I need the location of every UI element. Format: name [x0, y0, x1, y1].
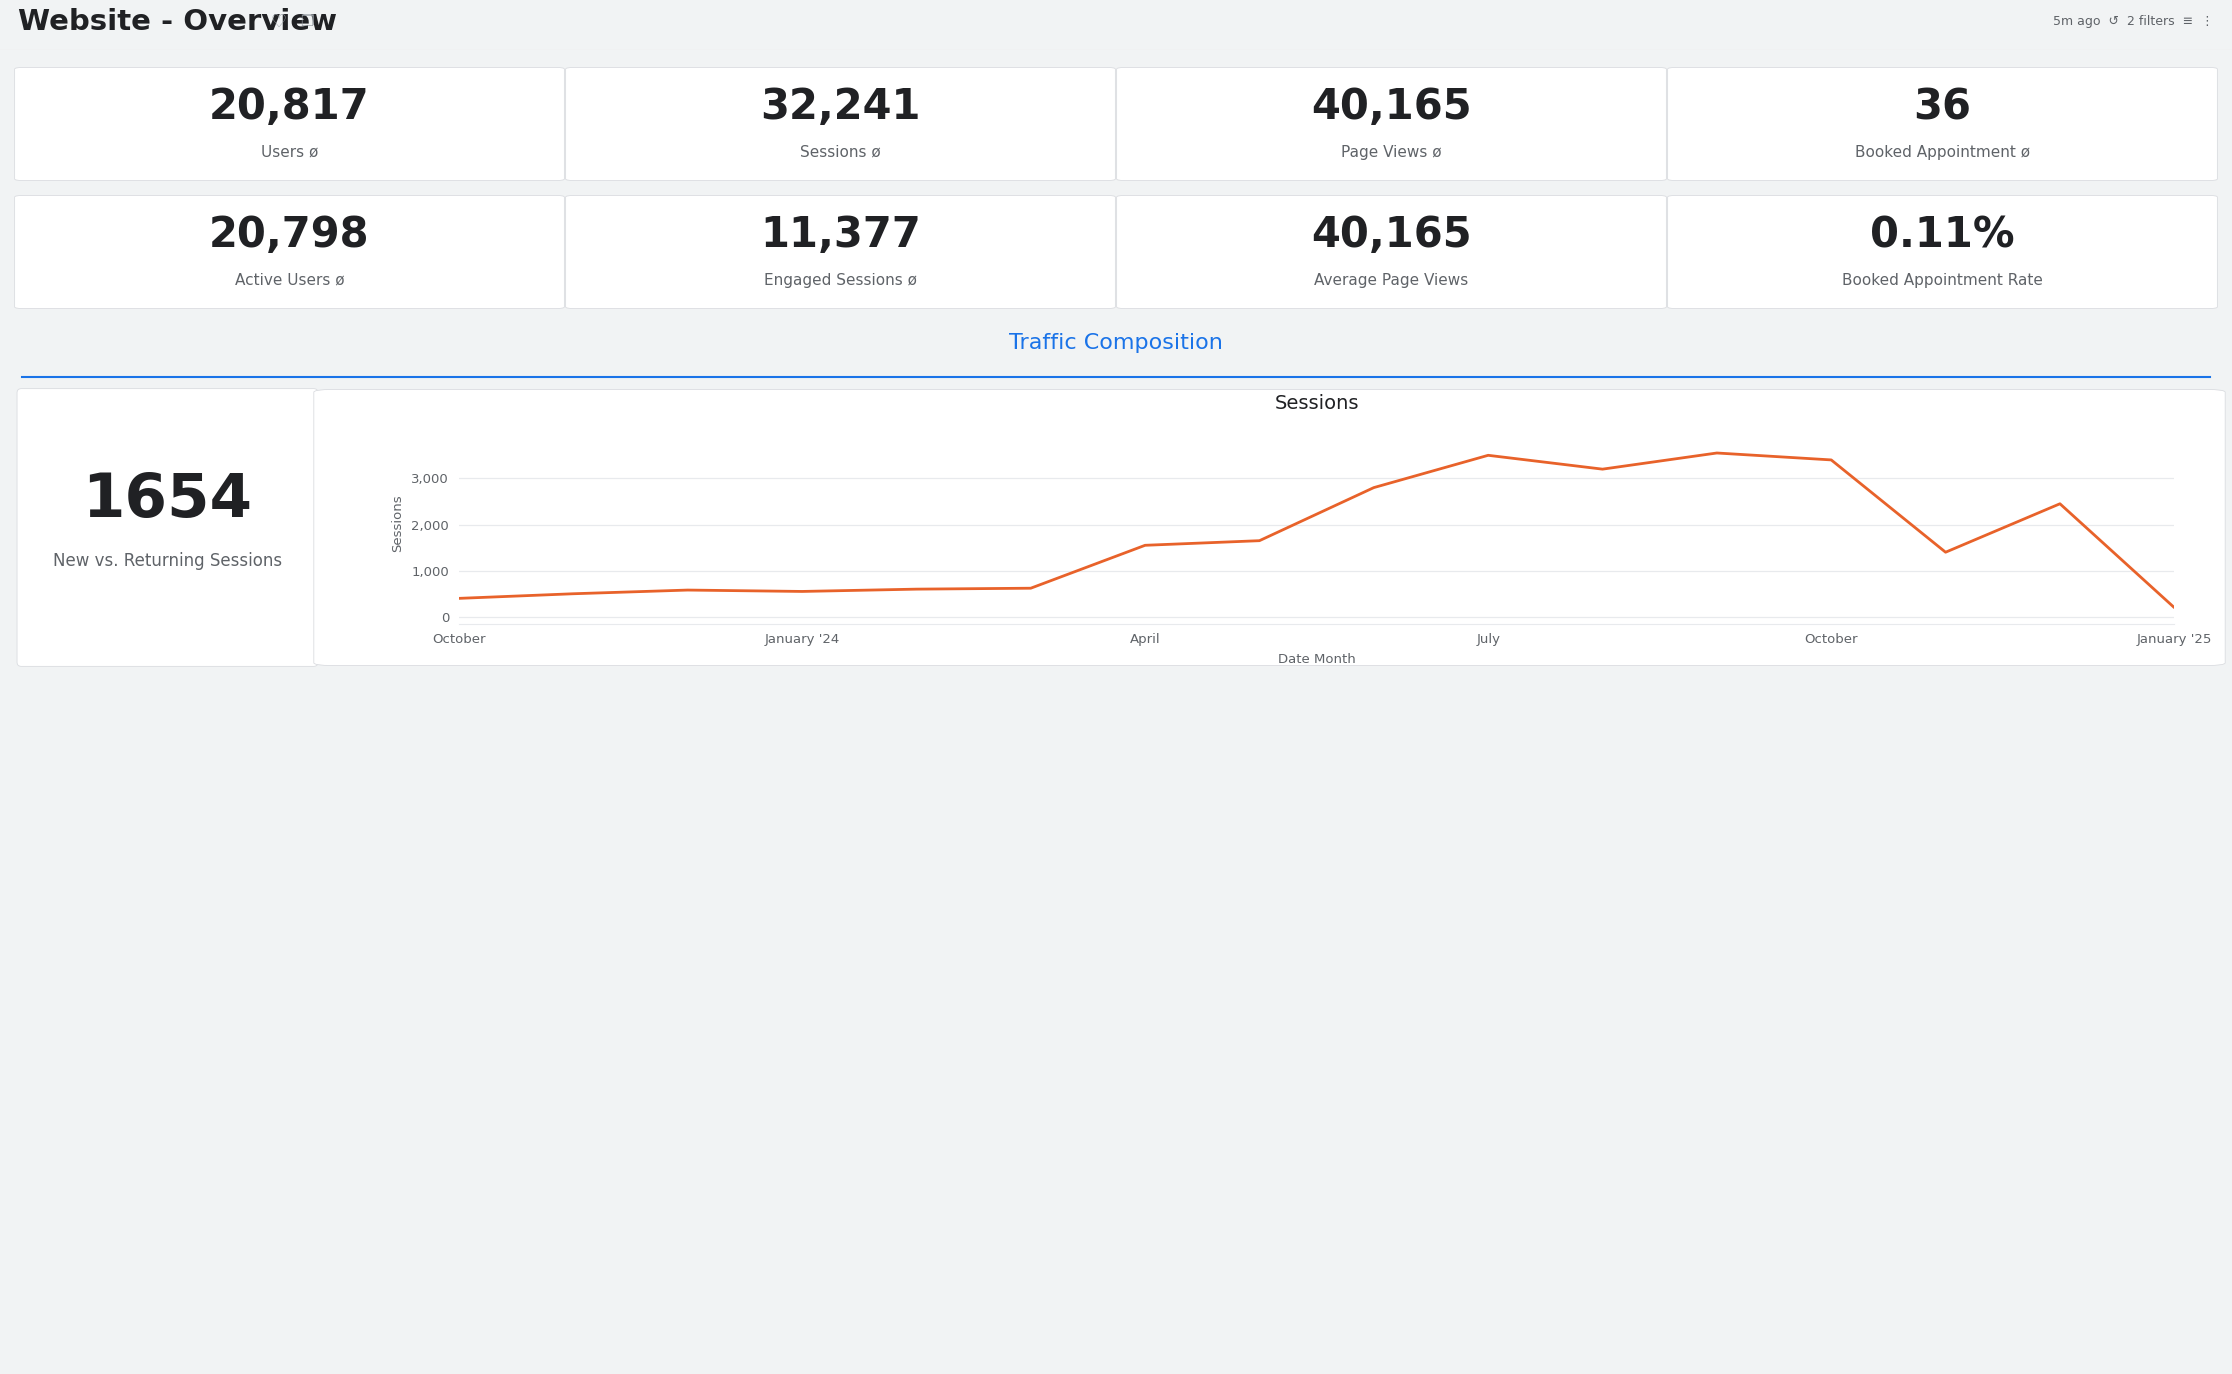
- FancyBboxPatch shape: [1116, 67, 1667, 180]
- Text: 40,165: 40,165: [1310, 87, 1471, 128]
- Text: Average Page Views: Average Page Views: [1315, 272, 1469, 287]
- Text: 20,817: 20,817: [210, 87, 371, 128]
- Text: 1654: 1654: [83, 470, 252, 529]
- Text: Booked Appointment ø: Booked Appointment ø: [1855, 144, 2031, 159]
- Text: Page Views ø: Page Views ø: [1341, 144, 1442, 159]
- FancyBboxPatch shape: [565, 195, 1116, 309]
- Text: 40,165: 40,165: [1310, 214, 1471, 256]
- FancyBboxPatch shape: [315, 389, 2225, 665]
- FancyBboxPatch shape: [1116, 195, 1667, 309]
- Text: 32,241: 32,241: [761, 87, 922, 128]
- FancyBboxPatch shape: [1667, 67, 2216, 180]
- Text: Users ø: Users ø: [261, 144, 319, 159]
- Text: 36: 36: [1913, 87, 1971, 128]
- Y-axis label: Sessions: Sessions: [391, 495, 404, 552]
- FancyBboxPatch shape: [18, 389, 317, 666]
- FancyBboxPatch shape: [16, 67, 565, 180]
- Text: 20,798: 20,798: [210, 214, 371, 256]
- Text: Website - Overview: Website - Overview: [18, 8, 337, 36]
- Text: 5m ago  ↺  2 filters  ≡  ⋮: 5m ago ↺ 2 filters ≡ ⋮: [2053, 15, 2214, 29]
- Text: 0.11%: 0.11%: [1870, 214, 2015, 256]
- Title: Sessions: Sessions: [1274, 394, 1359, 414]
- Text: Active Users ø: Active Users ø: [234, 272, 344, 287]
- Text: ♡: ♡: [270, 12, 286, 32]
- Text: New vs. Returning Sessions: New vs. Returning Sessions: [54, 551, 281, 569]
- Text: 11,377: 11,377: [761, 214, 922, 256]
- Text: ❐: ❐: [299, 15, 315, 29]
- FancyBboxPatch shape: [565, 67, 1116, 180]
- X-axis label: Date Month: Date Month: [1277, 654, 1355, 666]
- Text: Sessions ø: Sessions ø: [799, 144, 882, 159]
- FancyBboxPatch shape: [1667, 195, 2216, 309]
- Text: Engaged Sessions ø: Engaged Sessions ø: [763, 272, 917, 287]
- Text: Booked Appointment Rate: Booked Appointment Rate: [1841, 272, 2042, 287]
- Text: Traffic Composition: Traffic Composition: [1009, 333, 1223, 353]
- FancyBboxPatch shape: [16, 195, 565, 309]
